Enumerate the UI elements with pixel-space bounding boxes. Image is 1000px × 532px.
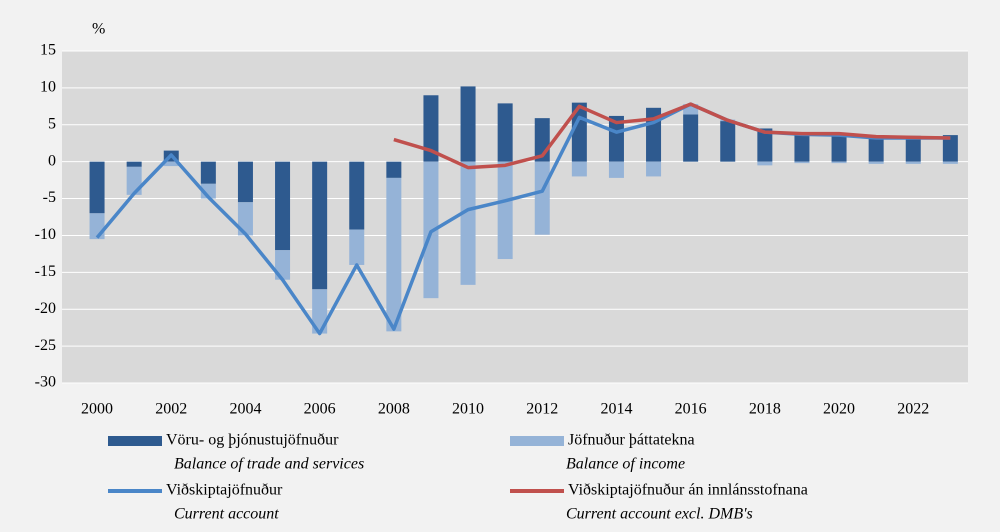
bar — [868, 135, 884, 162]
y-tick-label: -10 — [35, 226, 56, 243]
bar — [905, 135, 921, 162]
legend-label-en: Balance of trade and services — [174, 456, 364, 473]
x-tick-label: 2008 — [378, 401, 410, 418]
bar — [275, 161, 291, 251]
bar — [683, 104, 699, 115]
bar — [497, 103, 513, 162]
bar — [163, 161, 179, 167]
plot-area — [62, 51, 968, 383]
legend-swatch — [108, 436, 162, 446]
y-tick-label: -15 — [35, 263, 56, 280]
bar — [237, 202, 253, 236]
bar — [237, 161, 253, 203]
bar — [646, 161, 662, 177]
x-tick-label: 2016 — [675, 401, 707, 418]
bar — [794, 161, 810, 164]
bar — [534, 161, 550, 235]
bar — [497, 161, 513, 260]
bar — [460, 86, 476, 162]
y-tick-label: -20 — [35, 300, 56, 317]
x-tick-label: 2010 — [452, 401, 484, 418]
bar — [423, 95, 439, 162]
bar — [683, 114, 699, 162]
bar — [608, 115, 624, 162]
y-tick-label: 10 — [40, 79, 56, 96]
x-tick-label: 2022 — [897, 401, 929, 418]
bar — [349, 229, 365, 265]
bar — [794, 133, 810, 162]
y-tick-label: -30 — [35, 374, 56, 391]
y-tick-label: 15 — [40, 42, 56, 59]
legend-label-en: Current account — [174, 506, 279, 523]
bar — [831, 161, 847, 164]
bar — [312, 289, 328, 334]
bar — [942, 135, 958, 162]
x-tick-label: 2006 — [304, 401, 336, 418]
bar — [942, 161, 958, 164]
legend-label-en: Current account excl. DMB's — [566, 506, 753, 523]
x-tick-label: 2012 — [526, 401, 558, 418]
legend-swatch — [510, 436, 564, 446]
bar — [312, 161, 328, 290]
bar — [349, 161, 365, 230]
bar — [720, 121, 736, 162]
x-tick-label: 2014 — [600, 401, 632, 418]
line — [393, 102, 951, 170]
bar — [608, 161, 624, 178]
bar — [386, 177, 402, 332]
bar — [200, 161, 216, 184]
bar — [757, 128, 773, 162]
bar — [905, 161, 921, 164]
bar — [571, 161, 587, 177]
legend-label: Vöru- og þjónustujöfnuður — [166, 432, 339, 449]
x-tick-label: 2000 — [81, 401, 113, 418]
y-tick-label: 0 — [48, 152, 56, 169]
x-tick-label: 2002 — [155, 401, 187, 418]
bar — [831, 134, 847, 162]
legend-label: Viðskiptajöfnuður — [166, 482, 283, 499]
bar — [126, 166, 142, 195]
y-tick-label: 5 — [48, 115, 56, 132]
bar — [126, 161, 142, 167]
bar — [386, 161, 402, 178]
bar — [868, 161, 884, 164]
y-tick-label: -5 — [43, 189, 56, 206]
y-unit: % — [92, 21, 105, 38]
y-tick-label: -25 — [35, 337, 56, 354]
legend-label-en: Balance of income — [566, 456, 685, 473]
x-tick-label: 2004 — [229, 401, 261, 418]
legend-label: Jöfnuður þáttatekna — [568, 432, 695, 449]
x-tick-label: 2020 — [823, 401, 855, 418]
bar — [89, 161, 105, 214]
x-tick-label: 2018 — [749, 401, 781, 418]
bar — [460, 161, 476, 285]
bar — [757, 161, 773, 166]
legend-label: Viðskiptajöfnuður án innlánsstofnana — [568, 482, 808, 499]
